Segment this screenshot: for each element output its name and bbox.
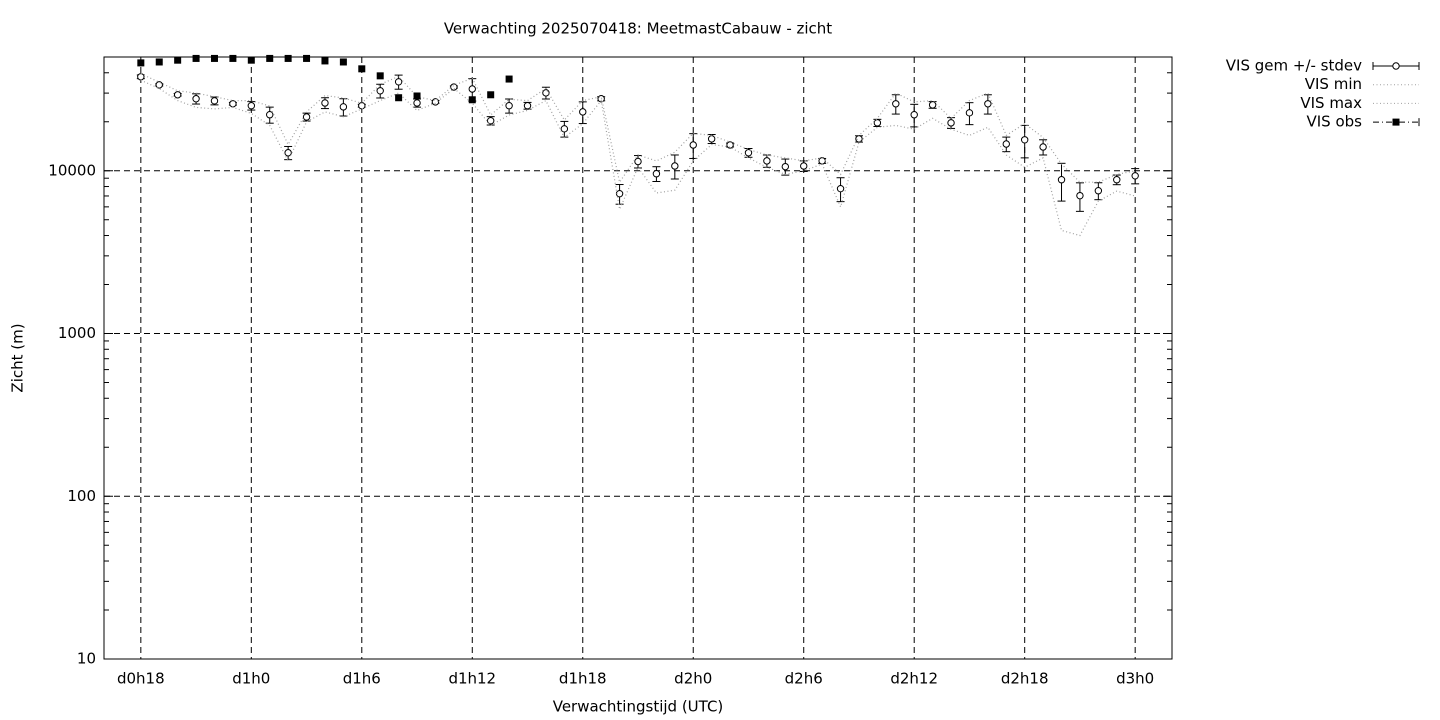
mean-point [965,109,974,117]
mean-point [321,99,329,107]
x-axis-label: Verwachtingstijd (UTC) [553,698,724,716]
mean-point [542,89,550,97]
mean-point [486,117,495,125]
obs-point [487,91,495,99]
mean-point [247,102,256,110]
obs-point [266,54,274,62]
mean-point [928,101,937,109]
dotted-line [140,73,1136,184]
chart-title: Verwachting 2025070418: MeetmastCabauw -… [444,20,832,38]
mean-point [1039,143,1047,151]
obs-point [210,54,218,62]
plot-frame [103,56,1173,660]
mean-point [1020,136,1029,144]
mean-point [413,99,421,107]
mean-point [376,87,384,95]
obs-point [376,72,384,80]
obs-point [229,54,237,62]
legend-marker [1392,62,1400,70]
obs-point [192,54,200,62]
mean-point [652,170,661,178]
obs-point [358,65,366,73]
obs-point [284,54,292,62]
mean-point [947,119,955,127]
x-tick-label: d2h6 [785,670,823,688]
mean-point [229,100,237,108]
mean-point [173,91,182,99]
mean-point [137,73,145,81]
x-tick-label: d3h0 [1116,670,1154,688]
obs-point [339,58,347,66]
y-tick-label: 1000 [58,324,96,342]
x-tick-label: d2h18 [1001,670,1049,688]
mean-point [800,162,808,170]
mean-point [339,103,348,111]
mean-point [707,135,716,143]
mean-point [468,85,476,93]
mean-point [1002,140,1010,148]
mean-point [634,157,642,166]
obs-point [468,96,476,104]
mean-point [726,141,734,149]
mean-point [210,97,219,105]
mean-point [1113,176,1121,184]
y-tick-label: 10000 [48,161,96,179]
obs-point [303,54,311,62]
mean-point [1057,176,1066,184]
mean-point [560,125,569,133]
mean-point [266,111,274,119]
obs-point [174,56,182,64]
mean-point [450,83,458,91]
mean-point [1131,172,1139,180]
legend-marker [1392,118,1400,126]
obs-point [247,56,255,64]
mean-point [523,102,532,110]
obs-point [395,94,403,102]
obs-point [137,59,145,67]
mean-point [744,149,753,157]
x-tick-label: d1h0 [232,670,270,688]
x-tick-label: d1h6 [343,670,381,688]
x-tick-label: d2h0 [674,670,712,688]
legend-label: VIS obs [1307,113,1363,131]
mean-point [910,111,918,119]
mean-point [431,98,440,106]
mean-point [781,162,790,171]
x-tick-label: d2h12 [890,670,938,688]
mean-point [394,78,403,86]
mean-point [671,162,679,170]
mean-point [763,157,771,165]
legend-label: VIS gem +/- stdev [1226,57,1362,75]
mean-point [873,119,882,127]
mean-point [579,108,587,116]
mean-point [284,149,292,157]
y-axis-label: Zicht (m) [9,323,27,392]
legend-label: VIS max [1300,94,1362,112]
legend-label: VIS min [1305,75,1362,93]
mean-point [892,100,900,108]
x-tick-label: d0h18 [117,670,165,688]
obs-point [321,57,329,65]
y-tick-label: 10 [77,650,96,668]
obs-point [413,92,421,100]
obs-point [505,75,513,83]
mean-point [155,81,163,89]
x-tick-label: d1h18 [559,670,607,688]
mean-point [984,100,992,108]
mean-point [836,184,845,193]
mean-point [1094,187,1103,195]
mean-point [1076,191,1084,200]
x-tick-label: d1h12 [448,670,496,688]
obs-point [155,58,163,66]
y-tick-label: 100 [67,487,96,505]
mean-point [192,95,200,103]
mean-point [505,102,513,110]
mean-point [689,141,697,149]
